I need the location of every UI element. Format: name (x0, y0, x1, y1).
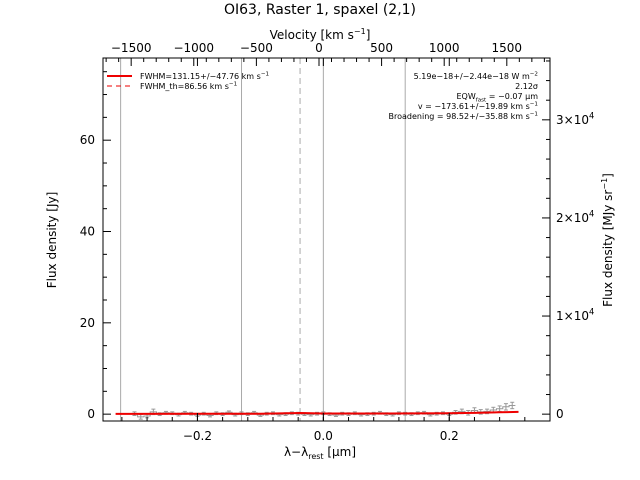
annotation-line: 2.12σ (515, 82, 538, 91)
x-axis-label: λ−λrest [μm] (284, 445, 356, 461)
y-tick-label: 60 (80, 133, 95, 147)
annotation-line: v = −173.61+/−19.89 km s−1 (418, 101, 539, 111)
right-tick-label: 1×104 (556, 307, 594, 323)
top-tick-label: −1000 (173, 41, 214, 55)
top-tick-label: 1000 (429, 41, 460, 55)
y-tick-label: 0 (87, 407, 95, 421)
x-tick-label: −0.2 (183, 429, 212, 443)
axis-ticks: −0.2 0.0 0.2 0 20 40 60 −1500 −1000 −500 0 500 1000 1… (80, 41, 595, 443)
x-tick-label: 0.2 (440, 429, 459, 443)
annotation-line: EQWfast = −0.07 μm (456, 92, 538, 103)
annotation-line: Broadening = 98.52+/−35.88 km s−1 (389, 111, 539, 121)
top-tick-label: 1500 (492, 41, 523, 55)
legend: FWHM=131.15+/−47.76 km s−1FWHM_th=86.56 … (107, 71, 269, 91)
top-tick-label: 0 (315, 41, 323, 55)
right-axis-label: Flux density [MJy sr−1] (600, 173, 615, 307)
legend-label: FWHM_th=86.56 km s−1 (140, 81, 238, 91)
x-tick-label: 0.0 (314, 429, 333, 443)
fit-line (115, 410, 519, 415)
legend-label: FWHM=131.15+/−47.76 km s−1 (140, 71, 269, 81)
top-axis-label: Velocity [km s−1] (270, 27, 371, 42)
reference-lines (120, 58, 406, 421)
y-axis-label: Flux density [Jy] (45, 192, 59, 289)
chart-title: OI63, Raster 1, spaxel (2,1) (224, 2, 416, 18)
top-tick-label: −500 (240, 41, 273, 55)
y-tick-label: 20 (80, 316, 95, 330)
right-tick-label: 2×104 (556, 209, 594, 225)
plot-frame (102, 57, 551, 422)
right-tick-label: 0 (556, 407, 564, 421)
fit-series (115, 410, 519, 415)
top-tick-label: −1500 (111, 41, 152, 55)
y-tick-label: 40 (80, 225, 95, 239)
top-tick-label: 500 (370, 41, 393, 55)
right-tick-label: 3×104 (556, 110, 594, 126)
annotation-line: 5.19e−18+/−2.44e−18 W m−2 (414, 71, 538, 81)
